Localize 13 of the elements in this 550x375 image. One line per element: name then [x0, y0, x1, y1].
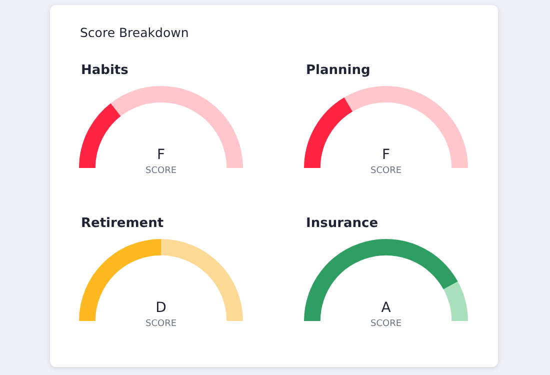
text: Score Breakdown — [80, 25, 189, 40]
chart-title: Planning — [306, 63, 370, 78]
text: D — [154, 300, 168, 316]
text: SCORE — [369, 166, 403, 176]
text: SCORE — [144, 166, 178, 176]
text: F — [156, 147, 166, 163]
chart-title: Insurance — [306, 216, 378, 231]
text: F — [380, 147, 392, 163]
text: SCORE — [369, 319, 403, 329]
chart-title: Habits — [81, 63, 128, 78]
text: SCORE — [144, 319, 178, 329]
chart-title: Retirement — [81, 216, 164, 231]
text: A — [380, 300, 392, 316]
